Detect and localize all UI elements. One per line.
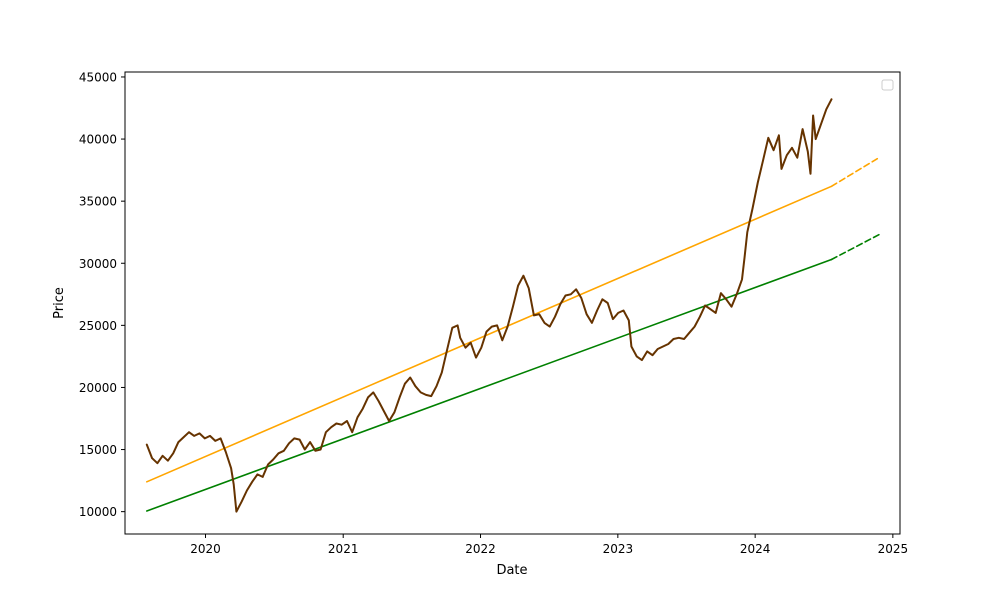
- series-line-orange-line-dashed: [830, 156, 880, 188]
- y-axis-label: Price: [52, 287, 67, 319]
- x-tick-label: 2025: [878, 542, 909, 556]
- y-tick-label: 15000: [79, 443, 117, 457]
- axes: 2020 2021 2022 2023 2024 2025 10000 15000 20000 2…: [79, 70, 908, 556]
- series-line-green-line-dashed: [830, 233, 880, 261]
- series-line-green-line: [146, 258, 833, 512]
- y-tick-label: 20000: [79, 381, 117, 395]
- y-tick-label: 45000: [79, 70, 117, 84]
- series-line-orange-line: [146, 185, 833, 483]
- plot-area: [145, 98, 880, 513]
- x-tick-label: 2020: [190, 542, 221, 556]
- y-tick-label: 30000: [79, 257, 117, 271]
- x-tick-label: 2023: [603, 542, 634, 556]
- y-tick-label: 40000: [79, 133, 117, 147]
- series-line-price: [145, 98, 833, 513]
- x-tick-label: 2024: [740, 542, 771, 556]
- x-axis-label: Date: [496, 563, 527, 578]
- y-tick-label: 35000: [79, 195, 117, 209]
- x-tick-label: 2021: [328, 542, 359, 556]
- x-tick-label: 2022: [465, 542, 496, 556]
- legend-box: [881, 79, 894, 91]
- axes-frame: [124, 71, 901, 535]
- y-tick-label: 10000: [79, 505, 117, 519]
- y-tick-label: 25000: [79, 319, 117, 333]
